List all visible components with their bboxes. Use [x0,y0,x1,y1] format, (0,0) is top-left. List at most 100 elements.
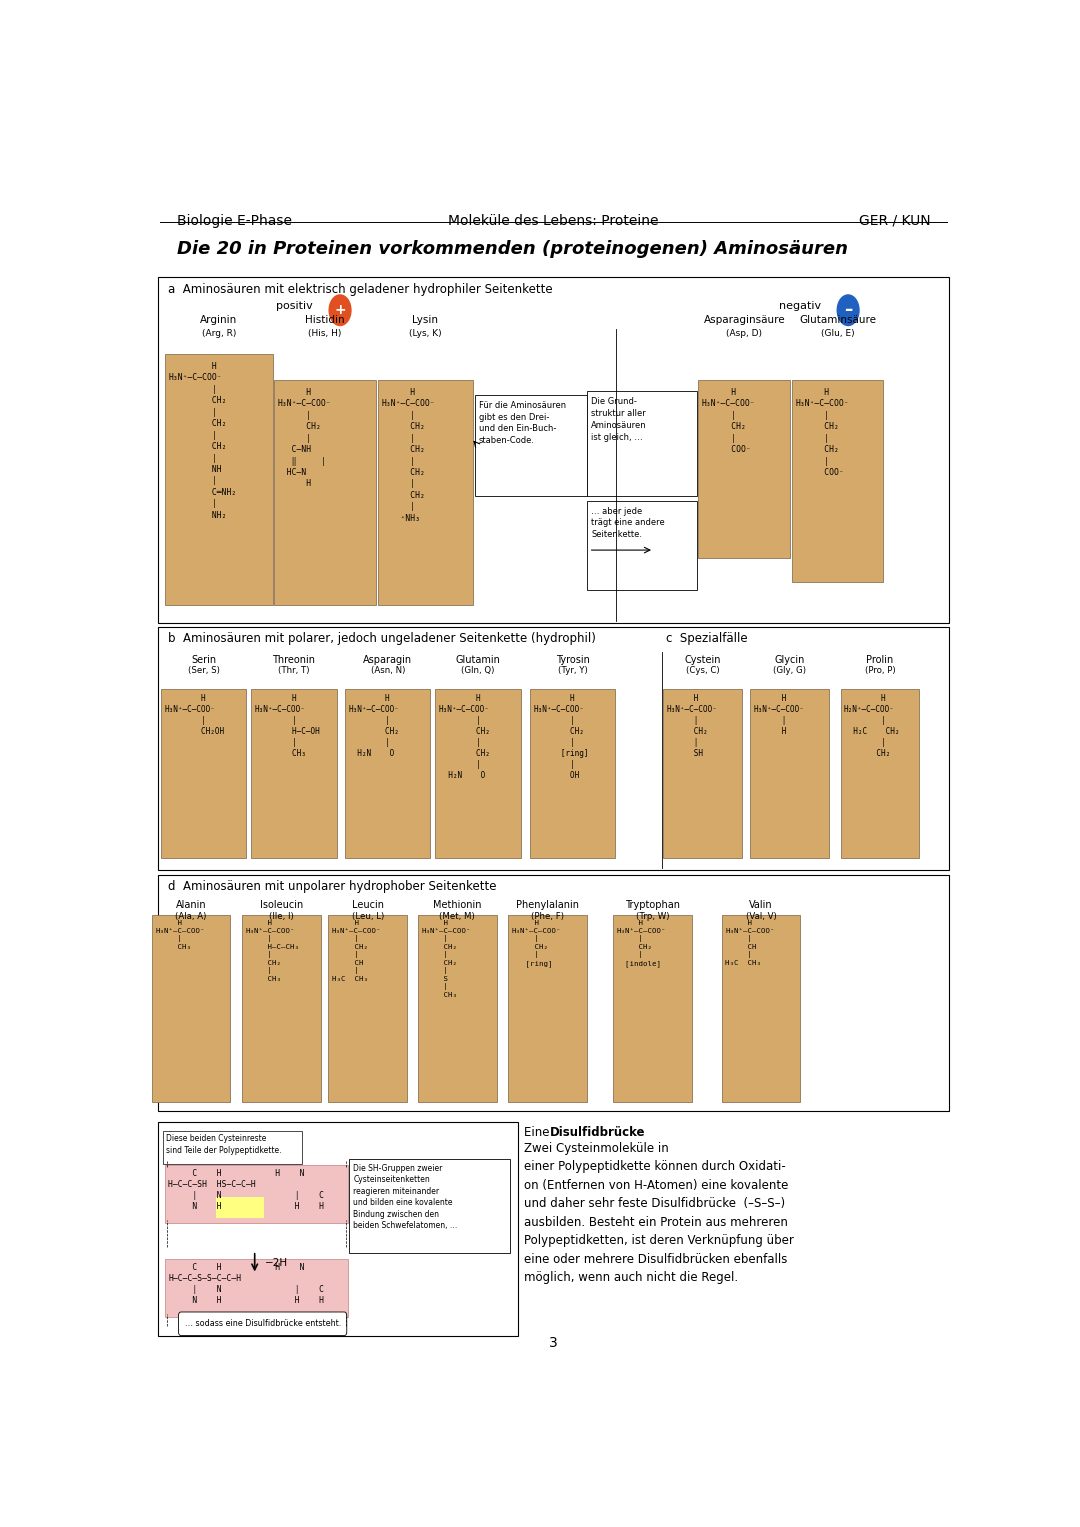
Text: H
H₃N⁺—C—COO⁻
     |
     H—C—CH₃
     |
     CH₂
     |
     CH₃: H H₃N⁺—C—COO⁻ | H—C—CH₃ | CH₂ | CH₃ [245,921,299,982]
Text: H
H₃N⁺—C—COO⁻
      |
      CH₂
      |
      CH₂
      |
      CH₂
      |
    : H H₃N⁺—C—COO⁻ | CH₂ | CH₂ | CH₂ | [381,388,435,522]
FancyBboxPatch shape [699,380,789,559]
Text: H
H₃N⁺—C—COO⁻
         |
         CH₂
         |
         CH₂
         |
       : H H₃N⁺—C—COO⁻ | CH₂ | CH₂ | [168,362,237,519]
Text: d  Aminosäuren mit unpolarer hydrophober Seitenkette: d Aminosäuren mit unpolarer hydrophober … [168,881,497,893]
FancyBboxPatch shape [159,626,948,870]
Text: Prolin: Prolin [866,655,893,664]
Text: Glycin: Glycin [774,655,805,664]
FancyBboxPatch shape [159,1121,517,1336]
FancyBboxPatch shape [435,689,521,858]
Text: H
H₃N⁺—C—COO⁻
     |
     CH
     |
H₃C  CH₃: H H₃N⁺—C—COO⁻ | CH | H₃C CH₃ [725,921,774,967]
Text: Serin: Serin [191,655,216,664]
FancyBboxPatch shape [161,689,246,858]
Text: Eine: Eine [524,1127,553,1139]
Text: H
H₃N⁺—C—COO⁻
     |
     CH₂
     |
     CH₂
     |
     S
     |
     CH₃: H H₃N⁺—C—COO⁻ | CH₂ | CH₂ | S | CH₃ [421,921,471,999]
Text: (Trp, W): (Trp, W) [635,912,669,921]
Text: H
H₃N⁺—C—COO⁻
     |
     CH₂
     |
     CH
     |
H₃C  CH₃: H H₃N⁺—C—COO⁻ | CH₂ | CH | H₃C CH₃ [332,921,381,982]
Circle shape [329,295,351,325]
FancyBboxPatch shape [252,689,337,858]
Text: H
H₃N⁺—C—COO⁻
      |
      H: H H₃N⁺—C—COO⁻ | H [754,693,805,736]
Text: Asparagin: Asparagin [363,655,413,664]
FancyBboxPatch shape [530,689,616,858]
Text: … aber jede
trägt eine andere
Seitenkette.: … aber jede trägt eine andere Seitenkett… [591,507,665,539]
Text: (Arg, R): (Arg, R) [202,328,235,337]
Text: (Ala, A): (Ala, A) [175,912,206,921]
FancyBboxPatch shape [159,278,948,623]
FancyBboxPatch shape [588,391,698,496]
Text: b  Aminosäuren mit polarer, jedoch ungeladener Seitenkette (hydrophil): b Aminosäuren mit polarer, jedoch ungela… [168,632,596,646]
Circle shape [837,295,859,325]
Text: H
H₃N⁺—C—COO⁻
        |
        CH₂
        |
  H₂N    O: H H₃N⁺—C—COO⁻ | CH₂ | H₂N O [349,693,400,757]
Text: Diese beiden Cysteinreste
sind Teile der Polypeptidkette.: Diese beiden Cysteinreste sind Teile der… [166,1135,282,1154]
Text: a  Aminosäuren mit elektrisch geladener hydrophiler Seitenkette: a Aminosäuren mit elektrisch geladener h… [168,282,553,296]
Text: H
H₃N⁺—C—COO⁻
      |
      CH₂
      |
   C—NH
   ‖     |
  HC—N
      H: H H₃N⁺—C—COO⁻ | CH₂ | C—NH ‖ | HC—N H [278,388,330,489]
Text: H
H₃N⁺—C—COO⁻
      |
      CH₂
      |
      COO⁻: H H₃N⁺—C—COO⁻ | CH₂ | COO⁻ [702,388,755,454]
FancyBboxPatch shape [418,915,497,1101]
Text: C    H           H    N
H—C—C—SH  HS—C—C—H
     |    N               |    C
    : C H H N H—C—C—SH HS—C—C—H | N | C [168,1168,324,1211]
Text: Methionin: Methionin [433,901,482,910]
Text: H
H₃N⁺—C—COO⁻
     |
     CH₂
     |
   [ring]: H H₃N⁺—C—COO⁻ | CH₂ | [ring] [512,921,562,967]
Text: Tyrosin: Tyrosin [556,655,590,664]
FancyBboxPatch shape [346,689,431,858]
Text: Valin: Valin [750,901,773,910]
FancyBboxPatch shape [663,689,742,858]
Text: Für die Aminosäuren
gibt es den Drei-
und den Ein-Buch-
staben-Code.: Für die Aminosäuren gibt es den Drei- un… [480,400,566,446]
Text: C    H           H    N
H—C—C—S—S—C—C—H
     |    N               |    C
     N : C H H N H—C—C—S—S—C—C—H | N | C N [168,1263,324,1306]
FancyBboxPatch shape [475,395,588,496]
FancyBboxPatch shape [613,915,691,1101]
Text: Zwei Cysteinmoleküle in
einer Polypeptidkette können durch Oxidati-
on (Entferne: Zwei Cysteinmoleküle in einer Polypeptid… [524,1142,794,1284]
FancyBboxPatch shape [165,1165,348,1223]
FancyBboxPatch shape [349,1159,510,1254]
Text: (Tyr, Y): (Tyr, Y) [558,666,588,675]
FancyBboxPatch shape [165,1260,348,1316]
Text: Die SH-Gruppen zweier
Cysteinseitenketten
reagieren miteinander
und bilden eine : Die SH-Gruppen zweier Cysteinseitenkette… [353,1164,458,1231]
Text: (Pro, P): (Pro, P) [865,666,895,675]
Text: (His, H): (His, H) [308,328,341,337]
Text: H
H₃N⁺—C—COO⁻
        |
        H—C—OH
        |
        CH₃: H H₃N⁺—C—COO⁻ | H—C—OH | CH₃ [255,693,320,757]
Text: Die 20 in Proteinen vorkommenden (proteinogenen) Aminosäuren: Die 20 in Proteinen vorkommenden (protei… [177,240,848,258]
Text: (Gly, G): (Gly, G) [773,666,806,675]
FancyBboxPatch shape [178,1312,347,1336]
Text: −2H: −2H [265,1258,288,1267]
Text: H
H₃N⁺—C—COO⁻
        |
        CH₂OH: H H₃N⁺—C—COO⁻ | CH₂OH [164,693,225,736]
FancyBboxPatch shape [840,689,919,858]
Text: –: – [843,301,852,319]
Text: (Ser, S): (Ser, S) [188,666,219,675]
Text: negativ: negativ [780,301,822,312]
Text: H
H₃N⁺—C—COO⁻
     |
     CH₃: H H₃N⁺—C—COO⁻ | CH₃ [156,921,204,950]
Text: Alanin: Alanin [176,901,206,910]
FancyBboxPatch shape [165,354,273,605]
Text: Leucin: Leucin [352,901,383,910]
Text: Histidin: Histidin [306,315,345,325]
FancyBboxPatch shape [151,915,230,1101]
Text: (Ile, I): (Ile, I) [269,912,294,921]
FancyBboxPatch shape [241,1197,264,1219]
Text: 3: 3 [549,1336,558,1350]
Text: Glutamin: Glutamin [456,655,501,664]
Text: (Glu, E): (Glu, E) [821,328,855,337]
Text: c  Spezialfälle: c Spezialfälle [666,632,748,646]
FancyBboxPatch shape [751,689,828,858]
Text: H
H₃N⁺—C—COO⁻
      |
      CH₂
      |
      SH: H H₃N⁺—C—COO⁻ | CH₂ | SH [666,693,717,757]
Text: GER / KUN: GER / KUN [859,214,930,228]
Text: H
H₃N⁺—C—COO⁻
        |
        CH₂
        |
        CH₂
        |
  H₂N    O: H H₃N⁺—C—COO⁻ | CH₂ | CH₂ | H₂N O [438,693,489,780]
FancyBboxPatch shape [792,380,883,582]
Text: (Lys, K): (Lys, K) [409,328,442,337]
FancyBboxPatch shape [588,501,698,589]
FancyBboxPatch shape [721,915,800,1101]
Text: (Asp, D): (Asp, D) [727,328,762,337]
Text: (Gln, Q): (Gln, Q) [461,666,495,675]
Text: … sodass eine Disulfidbrücke entsteht.: … sodass eine Disulfidbrücke entsteht. [185,1319,341,1328]
Text: H
H₃N⁺—C—COO⁻
        |
        CH₂
        |
      [ring]
        |
        OH: H H₃N⁺—C—COO⁻ | CH₂ | [ring] | OH [534,693,589,780]
Text: Tryptophan: Tryptophan [624,901,679,910]
Text: H
H₃N⁺—C—COO⁻
     |
     CH₂
     |
  [indole]: H H₃N⁺—C—COO⁻ | CH₂ | [indole] [617,921,665,967]
Text: Asparaginsäure: Asparaginsäure [703,315,785,325]
Text: Die Grund-
struktur aller
Aminosäuren
ist gleich, …: Die Grund- struktur aller Aminosäuren is… [591,397,647,441]
Text: H
H₃N⁺—C—COO⁻
      |
      CH₂
      |
      CH₂
      |
      COO⁻: H H₃N⁺—C—COO⁻ | CH₂ | CH₂ | COO⁻ [795,388,849,476]
Text: (Cys, C): (Cys, C) [686,666,719,675]
FancyBboxPatch shape [378,380,473,605]
FancyBboxPatch shape [242,915,321,1101]
FancyBboxPatch shape [159,875,948,1112]
Text: (Val, V): (Val, V) [745,912,777,921]
Text: Lysin: Lysin [413,315,438,325]
FancyBboxPatch shape [328,915,407,1101]
